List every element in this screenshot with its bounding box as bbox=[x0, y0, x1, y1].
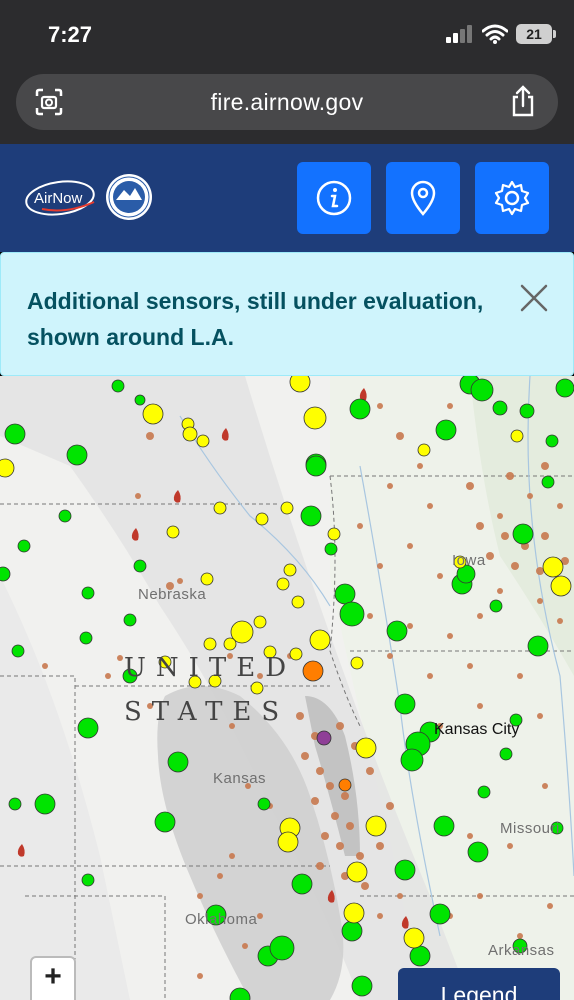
legend-button[interactable]: Legend bbox=[398, 968, 560, 1000]
location-button[interactable] bbox=[386, 162, 460, 234]
page-camera-icon[interactable] bbox=[34, 87, 64, 117]
address-bar[interactable]: fire.airnow.gov bbox=[16, 74, 558, 130]
state-label-missouri: Missouri bbox=[500, 820, 560, 837]
status-time: 7:27 bbox=[48, 22, 93, 47]
url-text: fire.airnow.gov bbox=[210, 89, 364, 115]
share-icon[interactable] bbox=[508, 85, 538, 117]
aqi-very-unhealthy-marker bbox=[316, 730, 332, 746]
sensor-notice-alert: Additional sensors, still under evaluati… bbox=[0, 252, 574, 376]
browser-toolbar: fire.airnow.gov bbox=[0, 70, 574, 144]
state-label-nebraska: Nebraska bbox=[138, 586, 207, 603]
zoom-in-button[interactable]: + bbox=[30, 956, 76, 1000]
country-label-line2: STATES bbox=[124, 697, 290, 727]
state-label-arkansas: Arkansas bbox=[488, 942, 555, 959]
aqi-moderate-markers bbox=[0, 376, 572, 949]
status-bar: 7:27 21 bbox=[0, 0, 574, 70]
aqi-good-markers bbox=[0, 376, 574, 1000]
info-button[interactable] bbox=[297, 162, 371, 234]
fire-icons bbox=[17, 388, 409, 929]
state-label-oklahoma: Oklahoma bbox=[185, 911, 258, 928]
country-label-line1: UNITED bbox=[124, 653, 297, 683]
gear-icon bbox=[494, 180, 530, 216]
notice-message: Additional sensors, still under evaluati… bbox=[27, 288, 484, 350]
battery-icon: 21 bbox=[516, 24, 556, 44]
interagency-seal-logo bbox=[106, 174, 152, 220]
aqi-usg-marker bbox=[338, 778, 352, 792]
battery-level: 21 bbox=[526, 26, 542, 42]
settings-button[interactable] bbox=[475, 162, 549, 234]
state-label-kansas: Kansas bbox=[213, 770, 267, 787]
state-label-iowa: Iowa bbox=[452, 552, 486, 569]
aqi-usg-marker bbox=[302, 660, 324, 682]
airnow-logo[interactable]: AirNow bbox=[22, 176, 98, 220]
wifi-icon bbox=[482, 24, 508, 44]
close-icon[interactable] bbox=[519, 283, 549, 313]
map-pin-icon bbox=[410, 180, 436, 216]
status-icons: 21 bbox=[446, 24, 556, 44]
airnow-logo-text: AirNow bbox=[34, 190, 83, 207]
air-quality-map[interactable]: Nebraska Kansas Iowa Missouri Oklahoma A… bbox=[0, 376, 574, 1000]
info-icon bbox=[316, 180, 352, 216]
map-background bbox=[0, 376, 574, 1000]
app-header: AirNow bbox=[0, 144, 574, 252]
city-label-kansas-city: Kansas City bbox=[434, 721, 520, 738]
cellular-signal-icon bbox=[446, 25, 472, 43]
